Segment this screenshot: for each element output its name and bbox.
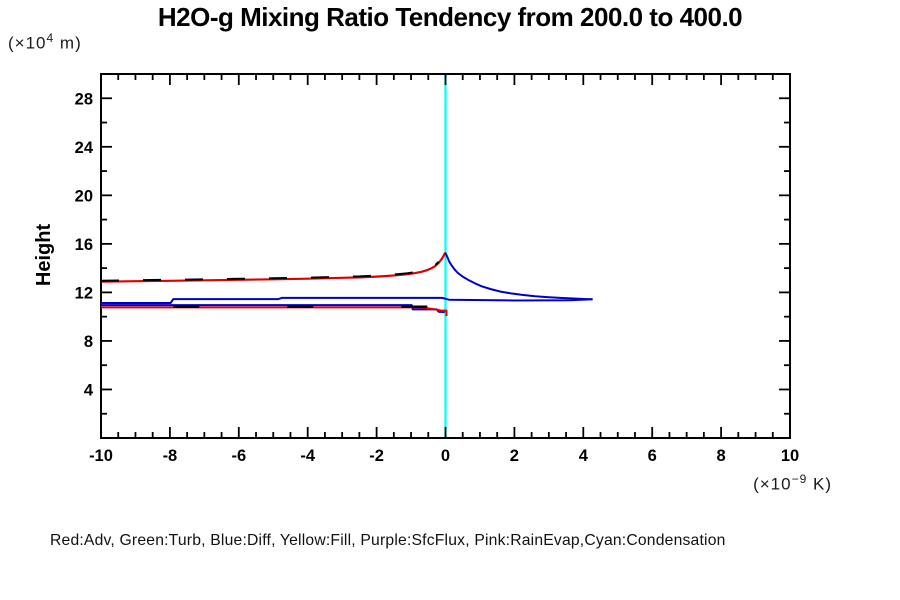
y-tick-label: 16 xyxy=(75,236,93,254)
x-tick-label: -6 xyxy=(231,447,246,465)
x-tick-label: -8 xyxy=(163,447,178,465)
y-tick-label: 24 xyxy=(75,139,94,157)
series-diff-peak xyxy=(444,252,593,301)
y-tick-label: 12 xyxy=(75,284,93,302)
x-tick-label: 2 xyxy=(510,447,519,465)
x-tick-label: 6 xyxy=(648,447,657,465)
x-tick-label: 10 xyxy=(781,447,799,465)
series-diff-lower xyxy=(101,304,445,314)
y-tick-label: 8 xyxy=(84,333,93,351)
chart-title: H2O-g Mixing Ratio Tendency from 200.0 t… xyxy=(157,2,743,32)
series-diff-level xyxy=(101,296,593,304)
x-tick-label: 8 xyxy=(717,447,726,465)
y-axis-unit-label: (×104 m) xyxy=(8,31,82,53)
series-adv-lower xyxy=(101,306,448,317)
x-tick-label: -10 xyxy=(89,447,113,465)
legend-text: Red:Adv, Green:Turb, Blue:Diff, Yellow:F… xyxy=(50,532,726,549)
y-tick-label: 20 xyxy=(75,187,93,205)
x-tick-label: -2 xyxy=(369,447,384,465)
x-axis-unit-label: (×10−9 K) xyxy=(753,472,832,494)
y-tick-label: 4 xyxy=(84,381,94,399)
series-adv-upper-dash-overlay xyxy=(100,261,440,282)
x-tick-label: 4 xyxy=(579,447,589,465)
x-tick-label: 0 xyxy=(441,447,450,465)
y-tick-label: 28 xyxy=(75,90,93,108)
x-tick-label: -4 xyxy=(300,447,315,465)
